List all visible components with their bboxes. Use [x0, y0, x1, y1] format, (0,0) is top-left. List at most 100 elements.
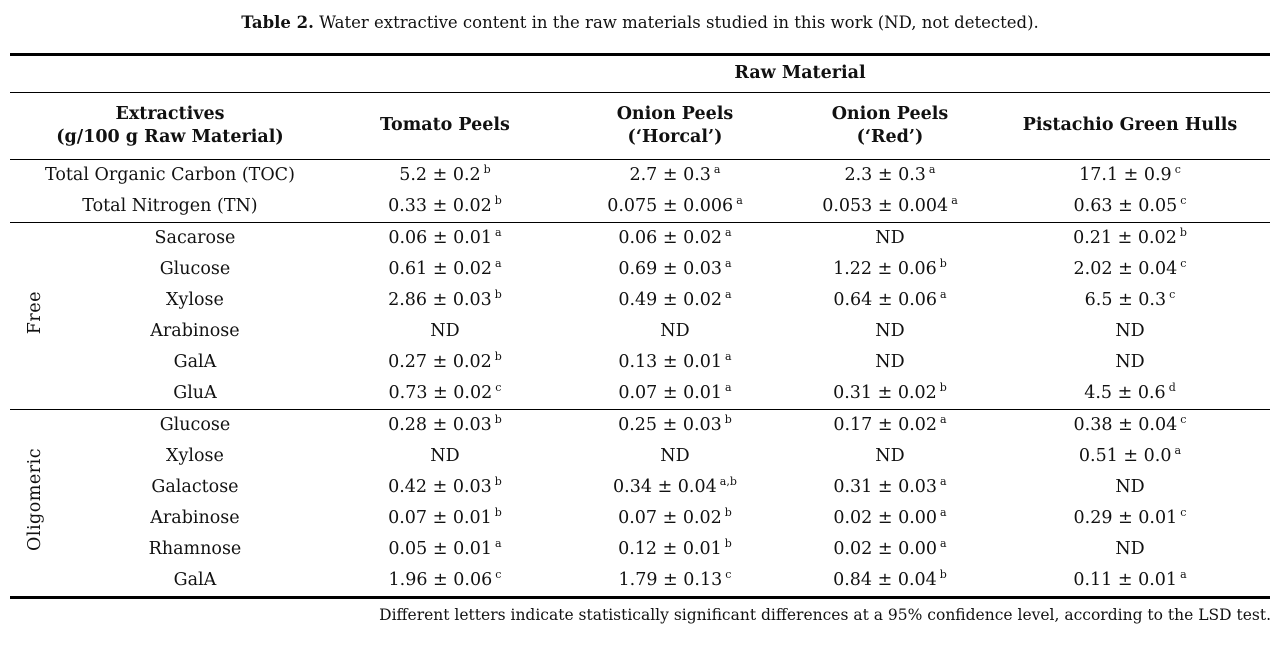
value-cell: 0.49 ± 0.02 a	[618, 287, 732, 310]
value-cell: 0.63 ± 0.05 c	[1073, 193, 1187, 216]
significance-letter: c	[1169, 287, 1176, 301]
value-cell: 0.13 ± 0.01 a	[618, 349, 732, 372]
significance-letter: a	[495, 225, 502, 239]
value-cell: ND	[660, 445, 690, 466]
table-caption-text: Water extractive content in the raw mate…	[319, 13, 1039, 32]
significance-letter: b	[494, 349, 502, 363]
value-cell: 0.84 ± 0.04 b	[833, 567, 947, 590]
table-header: Raw Material Extractives (g/100 g Raw Ma…	[9, 54, 1271, 160]
column-header-line1: Pistachio Green Hulls	[1022, 115, 1238, 136]
column-header-line2: (‘Horcal’)	[627, 126, 723, 147]
significance-letter: a	[1174, 443, 1182, 457]
significance-letter: a	[495, 256, 502, 270]
significance-letter: a	[951, 193, 958, 207]
table-row: Galactose 0.42 ± 0.03 b 0.34 ± 0.04 a,b 0.31 …	[10, 472, 1270, 503]
row-label: Sacarose	[59, 221, 330, 254]
significance-letter: c	[1174, 162, 1181, 176]
table-row: GalA 0.27 ± 0.02 b 0.13 ± 0.01 a ND ND	[10, 347, 1270, 378]
row-label: Xylose	[166, 445, 224, 466]
table-row: Arabinose 0.07 ± 0.01 b 0.07 ± 0.02 b 0.02 ± …	[10, 503, 1270, 534]
significance-letter: b	[939, 567, 947, 581]
table-row: Arabinose ND ND ND ND	[10, 316, 1270, 347]
significance-letter: c	[495, 567, 502, 581]
value-cell: ND	[430, 445, 460, 466]
significance-letter: b	[724, 505, 732, 519]
row-label: GluA	[173, 382, 217, 403]
column-header-line1: Onion Peels	[831, 103, 949, 124]
value-cell: 0.61 ± 0.02 a	[388, 256, 502, 279]
significance-letter: b	[494, 505, 502, 519]
value-cell: 0.51 ± 0.0 a	[1078, 443, 1182, 466]
table-row: Xylose 2.86 ± 0.03 b 0.49 ± 0.02 a 0.64 ± 0.0…	[10, 285, 1270, 316]
value-cell: 6.5 ± 0.3 c	[1084, 287, 1176, 310]
value-cell: ND	[789, 221, 990, 254]
value-cell: 5.2 ± 0.2 b	[399, 162, 491, 185]
significance-letter: a	[713, 162, 721, 176]
value-cell: 0.38 ± 0.04 c	[989, 408, 1271, 441]
significance-letter: b	[724, 412, 732, 426]
value-cell: ND	[1115, 320, 1145, 341]
value-cell: 0.69 ± 0.03 a	[618, 256, 732, 279]
value-cell: 0.27 ± 0.02 b	[388, 349, 502, 372]
corner-spacer	[9, 54, 330, 93]
column-header-onion-peels-red: Onion Peels (‘Red’)	[789, 92, 990, 160]
value-cell: ND	[1115, 476, 1145, 497]
row-label: Glucose	[59, 408, 330, 441]
significance-letter: c	[1180, 412, 1187, 426]
value-cell: 2.86 ± 0.03 b	[388, 287, 502, 310]
row-label: Total Organic Carbon (TOC)	[45, 164, 295, 185]
row-label: GalA	[173, 351, 217, 372]
significance-letter: a	[725, 256, 732, 270]
row-label: Arabinose	[150, 320, 240, 341]
significance-letter: c	[725, 567, 732, 581]
value-cell: 0.28 ± 0.03 b	[329, 408, 560, 441]
value-cell: 0.07 ± 0.01 a	[618, 380, 732, 403]
significance-letter: c	[1180, 193, 1187, 207]
value-cell: 1.96 ± 0.06 c	[388, 567, 502, 590]
value-cell: 0.21 ± 0.02 b	[989, 221, 1271, 254]
value-cell: 0.42 ± 0.03 b	[388, 474, 502, 497]
value-cell: 0.34 ± 0.04 a,b	[613, 474, 737, 497]
group-label-oligomeric: Oligomeric	[9, 408, 60, 598]
value-cell: ND	[430, 320, 460, 341]
significance-letter: a	[725, 287, 732, 301]
row-label: Xylose	[166, 289, 224, 310]
table-row: Oligomeric Glucose 0.28 ± 0.03 b 0.25 ± 0.03…	[9, 408, 1271, 598]
value-cell: 0.17 ± 0.02 a	[789, 408, 990, 441]
table-row: Glucose 0.61 ± 0.02 a 0.69 ± 0.03 a 1.22 ± 0.…	[10, 254, 1270, 285]
value-cell: 0.06 ± 0.01 a	[329, 221, 560, 254]
value-cell: 0.06 ± 0.02 a	[559, 221, 790, 254]
value-cell: ND	[875, 445, 905, 466]
table-row: GalA 1.96 ± 0.06 c 1.79 ± 0.13 c 0.84 ± 0.04 b…	[10, 565, 1270, 598]
column-header-row: Extractives (g/100 g Raw Material) Tomat…	[9, 92, 1271, 160]
table-row: Total Organic Carbon (TOC) 5.2 ± 0.2 b 2.7 …	[10, 159, 1270, 191]
significance-letter: c	[1180, 505, 1187, 519]
significance-letter: a	[1180, 567, 1187, 581]
water-extractives-table: Raw Material Extractives (g/100 g Raw Ma…	[9, 52, 1271, 599]
value-cell: 0.07 ± 0.01 b	[388, 505, 502, 528]
stub-header-line1: Extractives	[115, 103, 225, 124]
table-row: Xylose ND ND ND 0.51 ± 0.0 a	[10, 441, 1270, 472]
value-cell: 0.31 ± 0.03 a	[833, 474, 947, 497]
value-cell: 0.02 ± 0.00 a	[833, 505, 947, 528]
value-cell: 2.02 ± 0.04 c	[1073, 256, 1187, 279]
value-cell: 0.11 ± 0.01 a	[1073, 567, 1187, 590]
value-cell: 2.7 ± 0.3 a	[629, 162, 721, 185]
column-header-line1: Onion Peels	[616, 103, 734, 124]
value-cell: ND	[1115, 538, 1145, 559]
value-cell: 4.5 ± 0.6 d	[1084, 380, 1176, 403]
stub-header: Extractives (g/100 g Raw Material)	[9, 92, 330, 160]
row-label: GalA	[173, 569, 217, 590]
table-row: Total Nitrogen (TN) 0.33 ± 0.02 b 0.075 ± 0…	[10, 191, 1270, 223]
significance-letter: a	[940, 412, 947, 426]
value-cell: 0.12 ± 0.01 b	[618, 536, 732, 559]
row-label: Arabinose	[150, 507, 240, 528]
value-cell: ND	[875, 351, 905, 372]
value-cell: 0.73 ± 0.02 c	[388, 380, 502, 403]
column-header-onion-peels-horcal: Onion Peels (‘Horcal’)	[559, 92, 790, 160]
significance-letter: a	[928, 162, 936, 176]
significance-letter: b	[494, 412, 502, 426]
value-cell: 0.33 ± 0.02 b	[388, 193, 502, 216]
significance-letter: b	[494, 193, 502, 207]
